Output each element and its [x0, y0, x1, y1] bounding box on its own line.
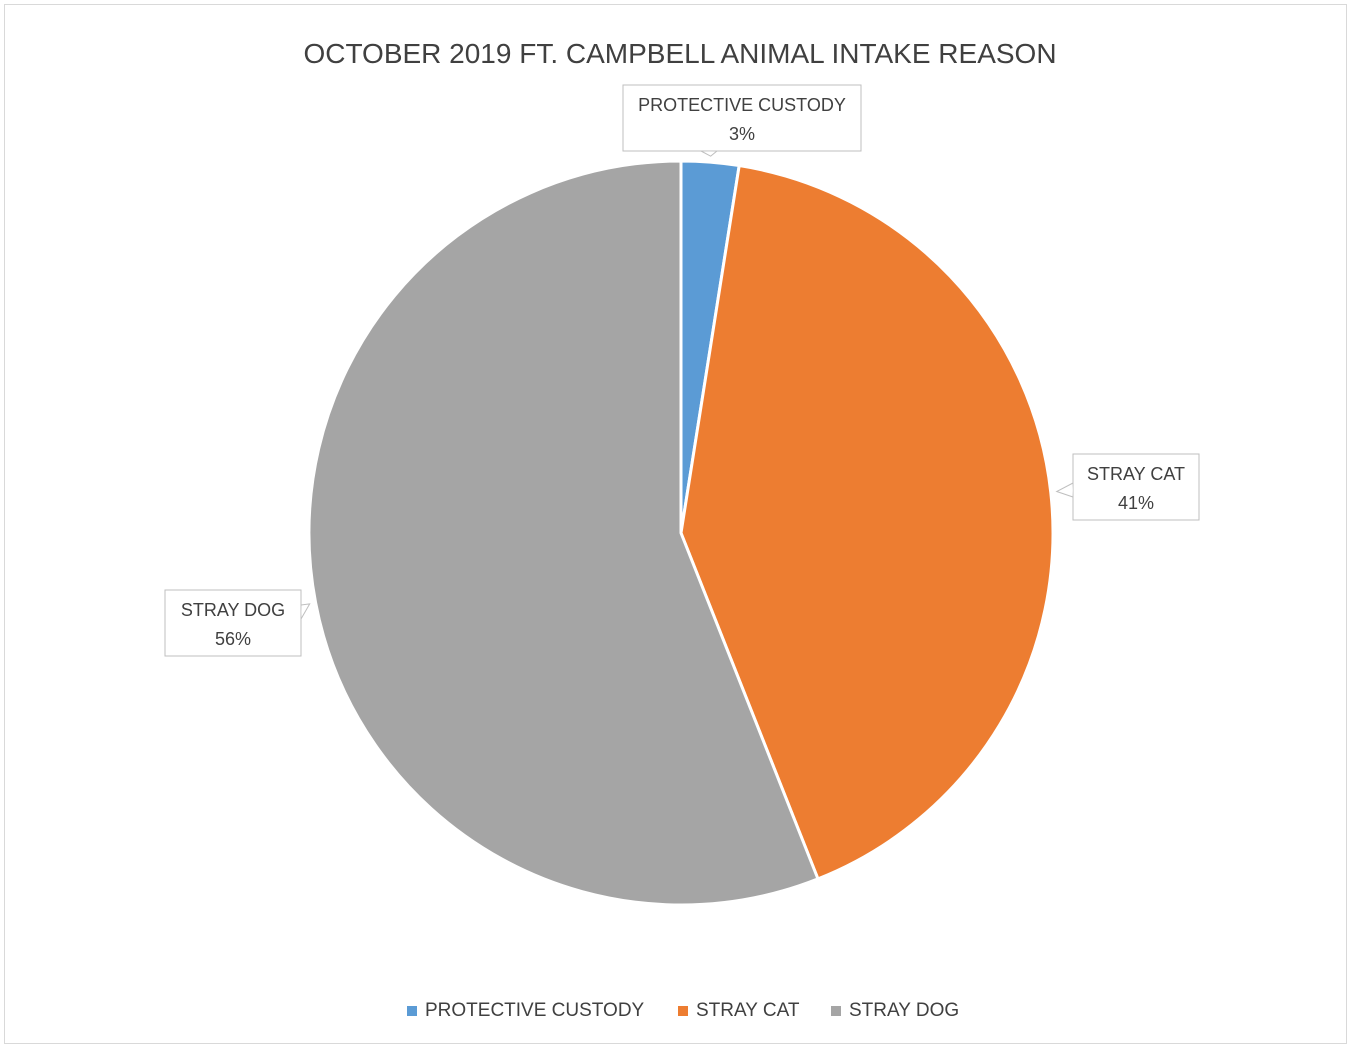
legend-label: STRAY CAT: [696, 1000, 800, 1021]
legend-swatch: [678, 1006, 688, 1016]
legend-item-protective-custody: PROTECTIVE CUSTODY: [407, 1000, 645, 1021]
legend: PROTECTIVE CUSTODY STRAY CAT STRAY DOG: [407, 1000, 959, 1021]
legend-swatch: [831, 1006, 841, 1016]
callout-box: [164, 589, 302, 657]
callout-box: [622, 84, 862, 152]
data-label-category: PROTECTIVE CUSTODY: [638, 95, 846, 115]
callout-pointer: [700, 150, 719, 157]
data-labels: PROTECTIVE CUSTODY 3% STRAY CAT 41% STRAY DO…: [164, 84, 1200, 657]
data-label-protective-custody: PROTECTIVE CUSTODY 3%: [622, 84, 862, 157]
chart-area: OCTOBER 2019 FT. CAMPBELL ANIMAL INTAKE …: [4, 4, 1347, 1044]
chart-title: OCTOBER 2019 FT. CAMPBELL ANIMAL INTAKE …: [303, 38, 1056, 69]
pie-slice-stray-dog: [307, 159, 820, 907]
data-label-stray-cat: STRAY CAT 41%: [1055, 453, 1200, 521]
legend-item-stray-cat: STRAY CAT: [678, 1000, 800, 1021]
legend-label: STRAY DOG: [849, 1000, 959, 1021]
data-label-stray-dog: STRAY DOG 56%: [164, 589, 311, 657]
pie-slices: [307, 159, 1055, 907]
data-label-percent: 41%: [1118, 493, 1154, 513]
pie-slice-stray-cat: [679, 163, 1055, 881]
legend-label: PROTECTIVE CUSTODY: [425, 1000, 645, 1021]
data-label-percent: 56%: [215, 629, 251, 649]
callout-pointer: [300, 603, 311, 621]
legend-swatch: [407, 1006, 417, 1016]
data-label-category: STRAY CAT: [1087, 464, 1185, 484]
data-label-category: STRAY DOG: [181, 600, 285, 620]
pie-chart: OCTOBER 2019 FT. CAMPBELL ANIMAL INTAKE …: [164, 38, 1200, 1021]
callout-pointer: [1055, 482, 1074, 498]
data-label-percent: 3%: [729, 124, 755, 144]
legend-item-stray-dog: STRAY DOG: [831, 1000, 959, 1021]
